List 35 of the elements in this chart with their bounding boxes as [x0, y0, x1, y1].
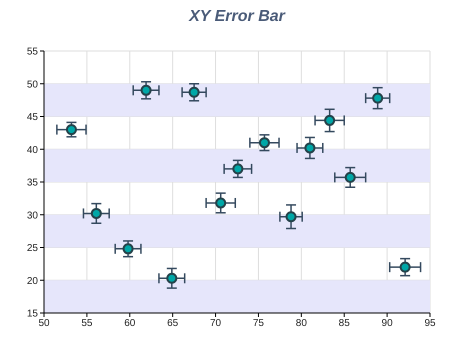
point [400, 262, 411, 273]
x-tick-label: 90 [382, 318, 394, 330]
point [188, 86, 200, 98]
point [66, 124, 77, 136]
y-tick-label: 45 [26, 112, 38, 124]
x-tick-label: 95 [424, 318, 436, 330]
y-tick-label: 15 [26, 308, 38, 320]
point [304, 142, 316, 154]
y-tick-label: 40 [26, 144, 38, 156]
point [286, 211, 297, 222]
point [122, 243, 134, 254]
point [258, 137, 270, 148]
x-tick-label: 50 [38, 318, 50, 330]
x-tick-label: 85 [338, 318, 350, 330]
x-tick-label: 75 [252, 318, 264, 330]
point [232, 163, 244, 174]
point [166, 272, 178, 284]
y-tick-label: 20 [26, 276, 38, 287]
y-tick-label: 25 [26, 243, 38, 254]
y-tick-label: 50 [26, 79, 38, 90]
point [344, 172, 356, 183]
chart-title: XY Error Bar [188, 8, 286, 26]
point [324, 114, 336, 126]
point [215, 197, 226, 208]
point [140, 84, 152, 96]
x-tick-label: 70 [210, 318, 222, 330]
x-tick-label: 65 [167, 318, 179, 330]
x-tick-label: 55 [81, 318, 93, 330]
x-tick-label: 60 [124, 318, 136, 330]
y-tick-label: 30 [26, 210, 38, 222]
y-tick-label: 55 [26, 46, 38, 58]
point [372, 92, 384, 104]
y-tick-label: 35 [26, 178, 38, 189]
point [90, 208, 102, 219]
x-tick-label: 80 [296, 318, 308, 330]
